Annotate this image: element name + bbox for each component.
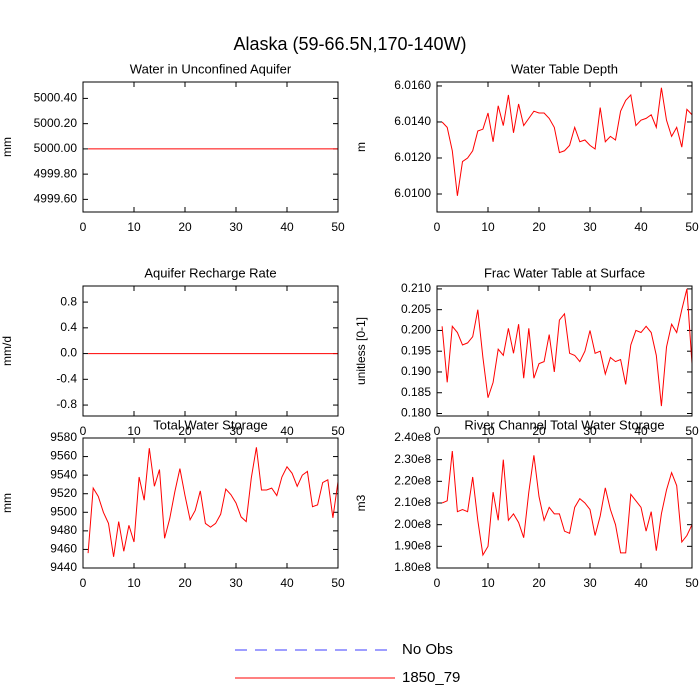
- y-tick-label: 5000.40: [34, 91, 78, 105]
- x-tick-label: 10: [127, 576, 141, 590]
- y-tick-label: 5000.00: [34, 141, 78, 155]
- plot-frame: [82, 437, 339, 569]
- y-tick-label: 0.0: [60, 346, 77, 360]
- y-tick-label: 0.200: [401, 323, 431, 337]
- y-axis-label: unitless [0-1]: [354, 317, 368, 385]
- x-tick-label: 0: [80, 424, 87, 438]
- data-line: [441, 288, 693, 407]
- y-tick-label: 1.90e8: [394, 539, 431, 553]
- y-tick-label: 9580: [50, 430, 77, 444]
- x-tick-label: 10: [481, 424, 495, 438]
- y-axis-label: mm: [0, 137, 14, 157]
- y-tick-label: 6.0100: [394, 186, 431, 200]
- y-tick-label: 9460: [50, 542, 77, 556]
- y-tick-label: 9480: [50, 523, 77, 537]
- y-tick-label: 2.30e8: [394, 452, 431, 466]
- plot-frame: [82, 81, 339, 213]
- y-axis-label: mm: [0, 493, 14, 513]
- x-tick-label: 20: [532, 424, 546, 438]
- data-line: [441, 87, 693, 196]
- x-tick-label: 50: [685, 424, 699, 438]
- y-tick-label: -0.4: [56, 371, 77, 385]
- y-tick-label: 4999.60: [34, 192, 78, 206]
- panel-title: River Channel Total Water Storage: [464, 417, 664, 432]
- y-tick-label: 0.190: [401, 364, 431, 378]
- y-tick-label: 2.40e8: [394, 430, 431, 444]
- y-tick-label: 9520: [50, 486, 77, 500]
- x-tick-label: 40: [634, 576, 648, 590]
- y-tick-label: 2.10e8: [394, 495, 431, 509]
- x-tick-label: 10: [481, 576, 495, 590]
- y-tick-label: 9500: [50, 504, 77, 518]
- y-axis-label: mm/d: [0, 336, 14, 366]
- y-tick-label: 0.195: [401, 343, 431, 357]
- y-axis-label: m3: [354, 494, 368, 511]
- page-title: Alaska (59-66.5N,170-140W): [233, 34, 466, 54]
- plot-frame: [82, 285, 339, 417]
- y-tick-label: 5000.20: [34, 116, 78, 130]
- y-tick-label: 6.0120: [394, 150, 431, 164]
- x-tick-label: 30: [583, 220, 597, 234]
- y-tick-label: 6.0160: [394, 78, 431, 92]
- x-tick-label: 30: [229, 220, 243, 234]
- x-tick-label: 0: [434, 220, 441, 234]
- plot-frame: [436, 81, 693, 213]
- x-tick-label: 20: [532, 220, 546, 234]
- plot-frame: [436, 285, 693, 417]
- panel-title: Frac Water Table at Surface: [484, 265, 645, 280]
- x-tick-label: 10: [481, 220, 495, 234]
- x-tick-label: 40: [634, 424, 648, 438]
- panel-title: Water Table Depth: [511, 61, 618, 76]
- y-tick-label: 9440: [50, 560, 77, 574]
- x-tick-label: 0: [80, 576, 87, 590]
- y-tick-label: 0.210: [401, 281, 431, 295]
- x-tick-label: 30: [583, 576, 597, 590]
- y-tick-label: 9540: [50, 467, 77, 481]
- x-tick-label: 50: [331, 576, 345, 590]
- x-tick-label: 30: [583, 424, 597, 438]
- x-tick-label: 20: [178, 220, 192, 234]
- x-tick-label: 20: [178, 424, 192, 438]
- legend-label: 1850_79: [402, 669, 460, 686]
- x-tick-label: 50: [331, 424, 345, 438]
- y-tick-label: 2.20e8: [394, 474, 431, 488]
- x-tick-label: 20: [532, 576, 546, 590]
- x-tick-label: 50: [685, 220, 699, 234]
- legend-label: No Obs: [402, 641, 453, 658]
- y-tick-label: 0.185: [401, 385, 431, 399]
- x-tick-label: 40: [280, 576, 294, 590]
- x-tick-label: 50: [331, 220, 345, 234]
- x-tick-label: 0: [434, 576, 441, 590]
- data-line: [87, 447, 339, 557]
- y-tick-label: 6.0140: [394, 114, 431, 128]
- x-tick-label: 30: [229, 576, 243, 590]
- y-tick-label: 4999.80: [34, 166, 78, 180]
- data-line: [441, 450, 693, 557]
- x-tick-label: 0: [434, 424, 441, 438]
- y-tick-label: 9560: [50, 449, 77, 463]
- panel-title: Total Water Storage: [153, 417, 267, 432]
- x-tick-label: 40: [280, 220, 294, 234]
- x-tick-label: 40: [634, 220, 648, 234]
- y-tick-label: 0.8: [60, 294, 77, 308]
- y-tick-label: 1.80e8: [394, 560, 431, 574]
- panel-title: Water in Unconfined Aquifer: [130, 61, 292, 76]
- panel-title: Aquifer Recharge Rate: [144, 265, 276, 280]
- x-tick-label: 30: [229, 424, 243, 438]
- y-tick-label: -0.8: [56, 397, 77, 411]
- y-tick-label: 2.00e8: [394, 517, 431, 531]
- y-axis-label: m: [354, 142, 368, 152]
- x-tick-label: 40: [280, 424, 294, 438]
- y-tick-label: 0.205: [401, 302, 431, 316]
- x-tick-label: 20: [178, 576, 192, 590]
- y-tick-label: 0.4: [60, 320, 77, 334]
- x-tick-label: 50: [685, 576, 699, 590]
- y-tick-label: 0.180: [401, 406, 431, 420]
- plot-frame: [436, 437, 693, 569]
- x-tick-label: 10: [127, 220, 141, 234]
- x-tick-label: 0: [80, 220, 87, 234]
- x-tick-label: 10: [127, 424, 141, 438]
